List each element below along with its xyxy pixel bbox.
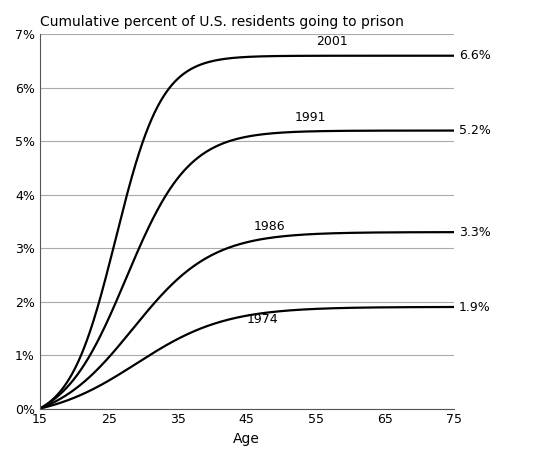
Text: 2001: 2001	[316, 35, 348, 48]
Text: 1974: 1974	[247, 313, 279, 326]
Text: 3.3%: 3.3%	[459, 225, 491, 239]
Text: 5.2%: 5.2%	[459, 124, 491, 137]
Text: 1991: 1991	[295, 111, 326, 124]
Text: Cumulative percent of U.S. residents going to prison: Cumulative percent of U.S. residents goi…	[40, 15, 404, 29]
X-axis label: Age: Age	[234, 432, 260, 446]
Text: 6.6%: 6.6%	[459, 49, 491, 62]
Text: 1.9%: 1.9%	[459, 301, 491, 313]
Text: 1986: 1986	[254, 220, 285, 233]
